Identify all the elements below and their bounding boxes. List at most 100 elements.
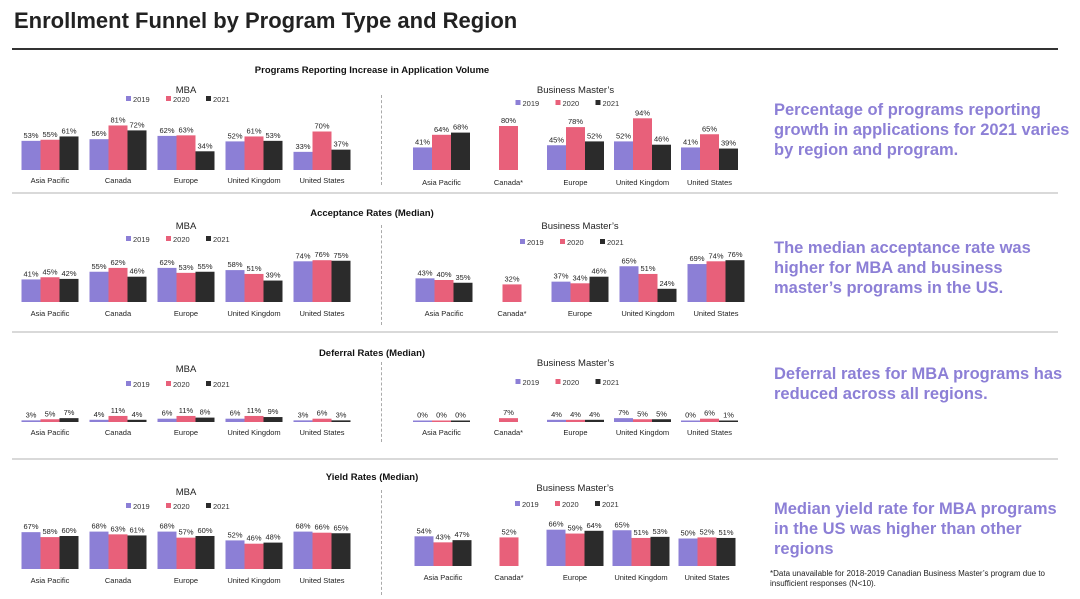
data-label: 53% xyxy=(23,131,38,140)
data-label: 69% xyxy=(689,254,704,263)
data-label: 7% xyxy=(64,408,75,417)
bar-2019 xyxy=(157,418,177,422)
data-label: 5% xyxy=(637,409,648,418)
data-label: 53% xyxy=(652,527,667,536)
bar-2021 xyxy=(59,536,79,569)
bar-2020 xyxy=(706,261,726,302)
bar-2020 xyxy=(244,136,264,170)
category-label: Asia Pacific xyxy=(31,176,70,185)
data-label: 4% xyxy=(551,410,562,419)
legend-swatch-2019 xyxy=(126,381,131,386)
data-label: 78% xyxy=(568,117,583,126)
data-label: 5% xyxy=(656,409,667,418)
bar-2020 xyxy=(433,542,453,566)
legend-swatch-2019 xyxy=(515,379,521,384)
legend-label-2020: 2020 xyxy=(173,95,190,104)
data-label: 62% xyxy=(110,258,125,267)
bar-2021 xyxy=(195,151,215,170)
data-label: 3% xyxy=(298,410,309,419)
data-label: 6% xyxy=(230,409,241,418)
data-label: 60% xyxy=(197,526,212,535)
data-label: 66% xyxy=(548,520,563,529)
bar-2019 xyxy=(414,536,434,566)
data-label: 5% xyxy=(45,409,56,418)
bar-2019 xyxy=(614,141,633,170)
section-title: Programs Reporting Increase in Applicati… xyxy=(255,65,489,76)
bar-2021 xyxy=(331,420,351,422)
data-label: 41% xyxy=(683,137,698,146)
legend-swatch-2019 xyxy=(126,503,131,508)
data-label: 7% xyxy=(618,408,629,417)
footnote: *Data unavailable for 2018-2019 Canadian… xyxy=(770,569,1045,588)
data-label: 54% xyxy=(416,526,431,535)
bar-2019 xyxy=(546,529,566,566)
bar-2020 xyxy=(40,277,60,302)
legend-label-2020: 2020 xyxy=(562,500,579,509)
panel-divider xyxy=(381,490,383,595)
data-label: 53% xyxy=(265,131,280,140)
bar-2020 xyxy=(633,118,652,170)
data-label: 75% xyxy=(333,251,348,260)
bar-2021 xyxy=(331,260,351,302)
bar-2019 xyxy=(413,147,432,170)
data-label: 46% xyxy=(129,267,144,276)
bar-2021 xyxy=(59,136,79,170)
category-label: Asia Pacific xyxy=(422,428,461,437)
data-label: 52% xyxy=(699,527,714,536)
bar-2019 xyxy=(413,420,432,422)
panel-title: Business Master’s xyxy=(541,221,619,232)
bar-2020 xyxy=(697,537,717,566)
category-label: Canada xyxy=(105,576,132,585)
legend-label-2021: 2021 xyxy=(603,378,620,387)
data-label: 4% xyxy=(570,410,581,419)
data-label: 67% xyxy=(23,522,38,531)
bar-2019 xyxy=(21,279,41,302)
bar-2019 xyxy=(225,540,245,569)
category-label: United Kingdom xyxy=(621,309,674,318)
bar-2020 xyxy=(312,260,332,302)
bar-2021 xyxy=(725,260,745,302)
bar-2020 xyxy=(176,537,196,569)
data-label: 11% xyxy=(179,406,194,415)
category-label: United States xyxy=(299,309,344,318)
section-title: Acceptance Rates (Median) xyxy=(310,208,434,219)
category-label: Canada* xyxy=(494,573,523,582)
category-label: Canada* xyxy=(494,178,523,187)
bar-2019 xyxy=(225,141,245,170)
bar-2020 xyxy=(432,134,451,170)
category-label: United States xyxy=(693,309,738,318)
bar-2020 xyxy=(108,125,128,170)
callout-deferral: Deferral rates for MBA programs has redu… xyxy=(774,365,1063,403)
data-label: 76% xyxy=(314,250,329,259)
legend-label-2019: 2019 xyxy=(133,502,150,511)
category-label: United Kingdom xyxy=(616,428,669,437)
data-label: 50% xyxy=(680,529,695,538)
bar-2019 xyxy=(89,271,109,302)
bar-2020 xyxy=(499,126,518,170)
legend-swatch-2021 xyxy=(600,239,605,244)
callout-applications: Percentage of programs reporting growth … xyxy=(774,101,1070,159)
category-label: Europe xyxy=(563,573,587,582)
category-label: Asia Pacific xyxy=(31,309,70,318)
legend-swatch-2020 xyxy=(166,236,171,241)
bar-2019 xyxy=(21,140,41,170)
category-label: Asia Pacific xyxy=(425,309,464,318)
legend-label-2021: 2021 xyxy=(602,500,619,509)
data-label: 0% xyxy=(685,411,696,420)
data-label: 9% xyxy=(268,407,279,416)
category-label: Canada* xyxy=(494,428,523,437)
legend-swatch-2021 xyxy=(206,236,211,241)
data-label: 94% xyxy=(635,108,650,117)
data-label: 33% xyxy=(295,142,310,151)
data-label: 3% xyxy=(26,410,37,419)
legend-label-2019: 2019 xyxy=(522,500,539,509)
bar-2021 xyxy=(331,149,351,170)
legend-swatch-2020 xyxy=(166,381,171,386)
bar-2019 xyxy=(547,145,566,170)
data-label: 63% xyxy=(178,125,193,134)
data-label: 37% xyxy=(553,272,568,281)
panel-divider xyxy=(381,225,383,325)
bar-2020 xyxy=(40,419,60,422)
bar-2020 xyxy=(176,272,196,302)
bar-2019 xyxy=(293,531,313,569)
